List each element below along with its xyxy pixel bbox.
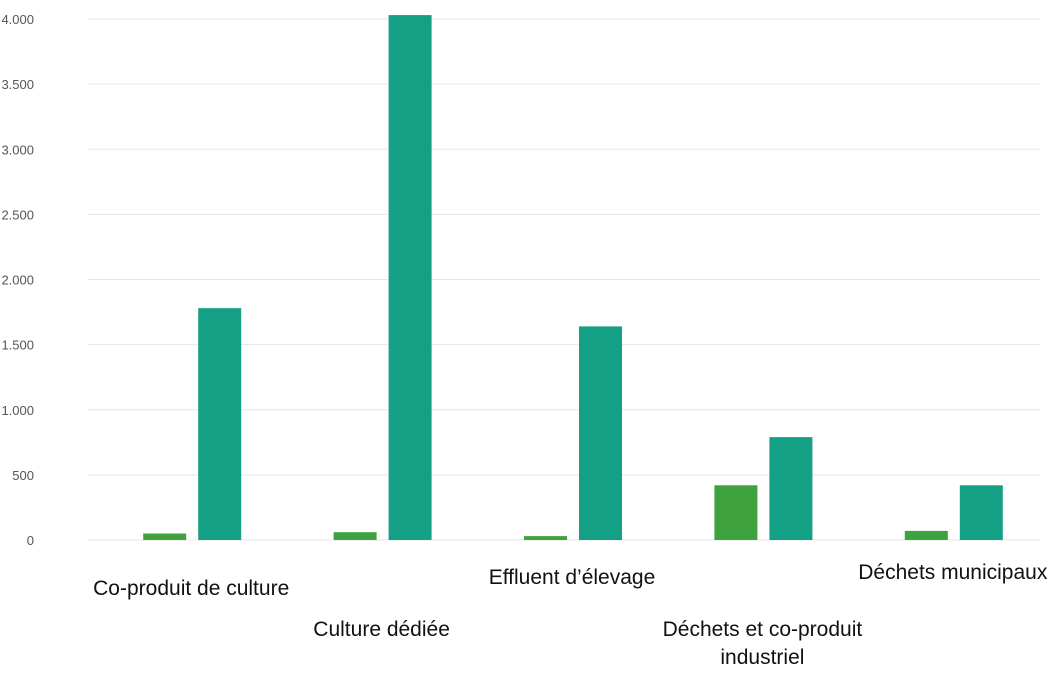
category-labels: Co-produit de culture Culture dédiée Efflu… <box>93 561 1048 669</box>
category-label: Déchets municipaux <box>858 561 1048 584</box>
y-tick-label: 3.000 <box>1 142 34 157</box>
category-label: Effluent d’élevage <box>489 566 656 589</box>
bar-series-2 <box>769 437 813 540</box>
category-label: Co-produit de culture <box>93 577 289 600</box>
bar-series-2 <box>959 485 1003 540</box>
category-label: Déchets et co-produit industriel <box>663 618 863 669</box>
bar-series-1 <box>904 530 948 540</box>
category-label-line: Déchets municipaux <box>858 561 1048 584</box>
y-tick-label: 500 <box>12 468 34 483</box>
category-label-line: Co-produit de culture <box>93 577 289 600</box>
gridlines <box>88 18 1040 541</box>
y-axis-tick-labels: 0 500 1.000 1.500 2.000 2.500 3.000 3.500 4.000 <box>1 12 34 548</box>
category-label-line: Déchets et co-produit <box>663 618 863 641</box>
category-label-line: industriel <box>720 646 804 669</box>
y-tick-label: 2.500 <box>1 207 34 222</box>
y-tick-label: 1.500 <box>1 338 34 353</box>
bar-series-2 <box>198 308 242 540</box>
bars <box>143 15 1003 540</box>
y-tick-label: 0 <box>27 533 34 548</box>
y-tick-label: 3.500 <box>1 77 34 92</box>
bar-series-1 <box>143 533 187 540</box>
bar-series-1 <box>333 532 377 540</box>
category-label-line: Effluent d’élevage <box>489 566 656 589</box>
bar-series-1 <box>714 485 758 540</box>
y-tick-label: 2.000 <box>1 273 34 288</box>
bar-series-2 <box>388 15 432 540</box>
category-label-line: Culture dédiée <box>313 618 450 641</box>
y-tick-label: 4.000 <box>1 12 34 27</box>
bar-series-1 <box>524 536 567 540</box>
y-tick-label: 1.000 <box>1 403 34 418</box>
category-label: Culture dédiée <box>313 618 450 641</box>
bar-series-2 <box>579 326 622 540</box>
